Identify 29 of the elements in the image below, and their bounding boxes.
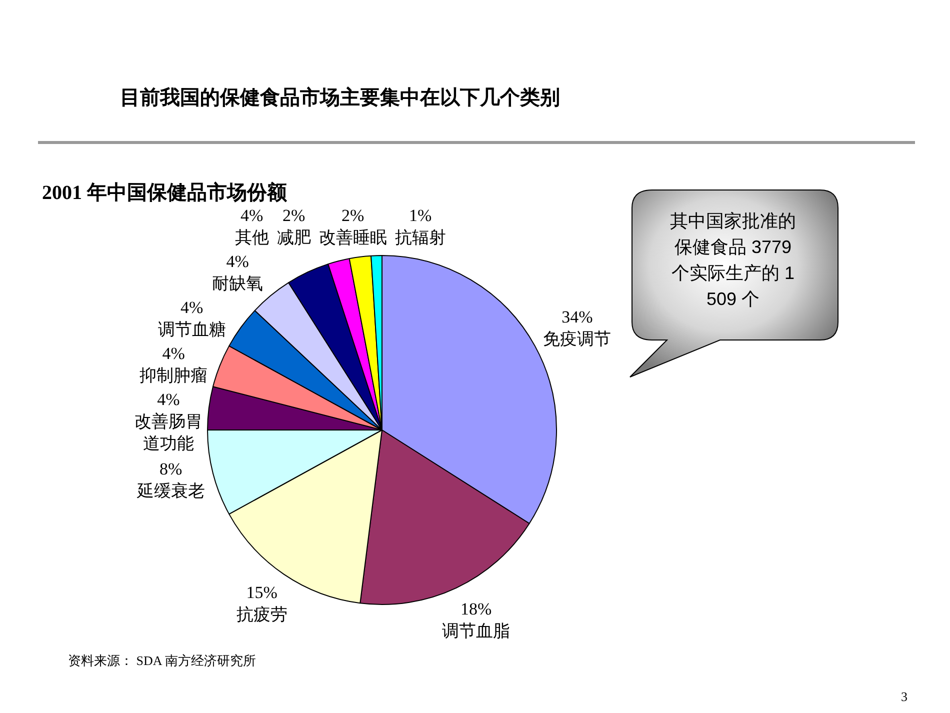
data-label: 4% [226,252,249,271]
text: 其中国家批准的保健食品 3779 个实际生产的 1 509 个 [669,210,797,311]
slice-label: 抗疲劳 [236,604,288,624]
slice-label: 调节血糖 [158,320,226,339]
data-label: 2% [282,206,306,225]
data-label: 18% [460,600,492,619]
slice-label: 其他 [234,228,269,247]
slice-label: 改善睡眠 [318,228,387,247]
data-label: 8% [160,459,182,478]
chart-subtitle: 2001 年中国保健品市场份额 [42,180,287,206]
slice-label: 抑制肿瘤 [140,366,208,385]
data-label: 15% [246,582,278,602]
text: 资料来源： SDA 南方经济研究所 [68,652,256,670]
slice-label: 改善肠胃道功能 [134,412,202,453]
data-label: 1% [409,206,432,225]
slice-label: 耐缺氧 [212,274,264,293]
data-label: 4% [180,298,204,317]
data-label: 2% [342,206,364,225]
data-label: 4% [162,344,185,363]
slice-label: 调节血脂 [442,622,510,641]
slice-label: 免疫调节 [543,329,612,348]
slice-label: 减肥 [276,228,311,247]
data-label: 4% [157,390,180,409]
data-label: 4% [240,206,264,225]
slice-label: 延缓衰老 [136,481,205,500]
data-label: 34% [562,307,593,326]
chart-title: 目前我国的保健食品市场主要集中在以下几个类别 [120,86,560,111]
text: 3 [901,689,908,705]
slice-label: 抗辐射 [394,228,446,247]
